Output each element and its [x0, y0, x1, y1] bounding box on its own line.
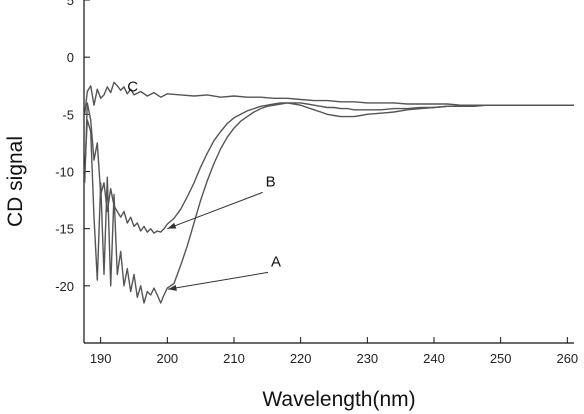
y-tick-label: -20: [55, 279, 74, 294]
axes: [83, 0, 574, 344]
x-tick-label: 250: [490, 351, 512, 366]
y-tick-label: -10: [55, 165, 74, 180]
series-lines: [84, 81, 574, 304]
x-tick-label: 240: [423, 351, 445, 366]
curve-label-a: A: [271, 253, 281, 270]
curve-label-b: B: [266, 173, 276, 190]
curve-label-c: C: [127, 78, 138, 95]
series-line-b: [84, 102, 574, 234]
x-axis-title: Wavelength(nm): [262, 388, 415, 411]
series-line-c: [84, 81, 574, 115]
series-line-a: [84, 102, 574, 304]
arrow-line-b: [167, 191, 263, 230]
arrow-head-b: [167, 222, 177, 229]
x-tick-label: 200: [156, 351, 178, 366]
y-tick-label: 5: [67, 0, 74, 8]
x-tick-label: 260: [556, 351, 578, 366]
x-tick-label: 210: [223, 351, 245, 366]
arrow-head-a: [168, 284, 177, 291]
x-tick-label: 230: [356, 351, 378, 366]
y-tick-label: -5: [62, 107, 74, 122]
x-tick-label: 220: [290, 351, 312, 366]
x-tick-label: 190: [90, 351, 112, 366]
y-tick-label: 0: [67, 50, 74, 65]
tick-marks: 190 200 210 220 230 240 250 260 5 0 -5 -10 -15 -20: [55, 0, 578, 366]
y-tick-label: -15: [55, 222, 74, 237]
annotations: C B A: [127, 78, 281, 291]
y-axis-title: CD signal: [4, 136, 27, 227]
arrow-line-a: [167, 271, 269, 290]
